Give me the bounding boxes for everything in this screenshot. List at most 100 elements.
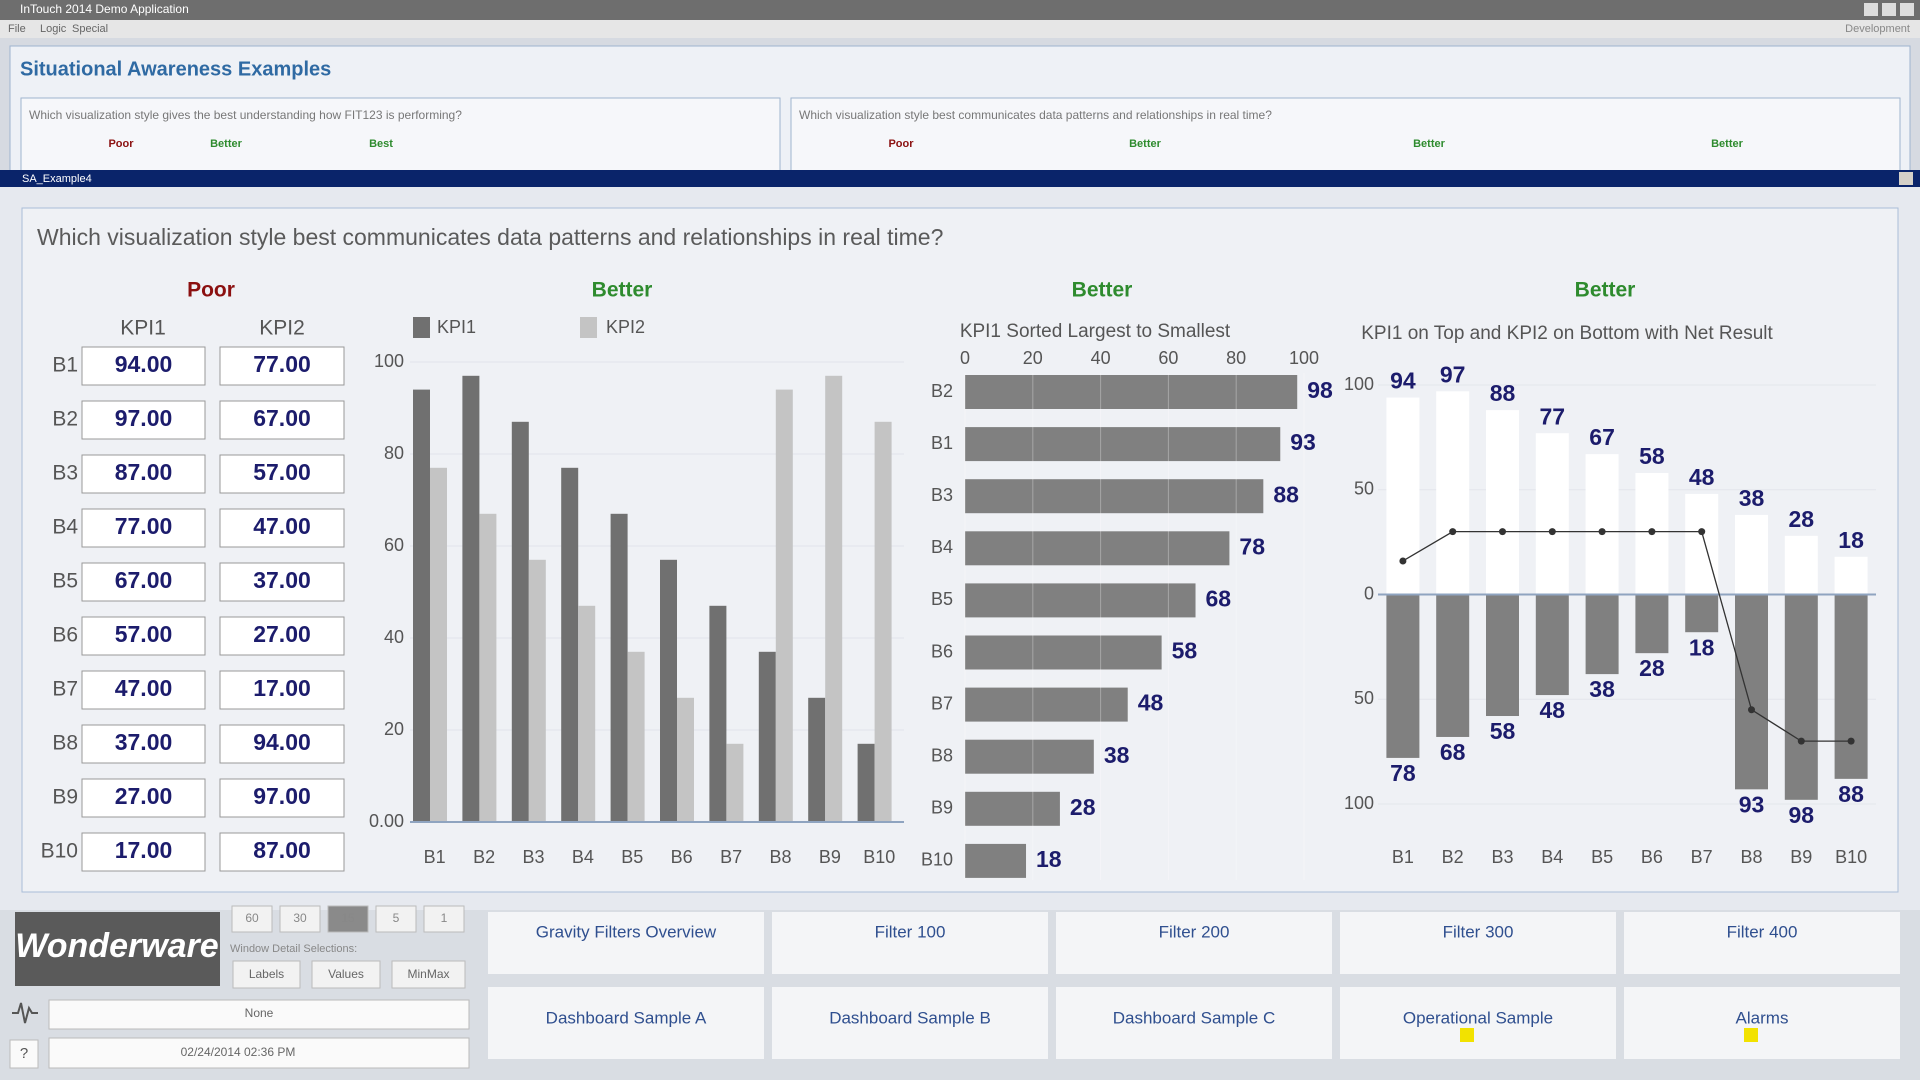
nav-button[interactable] [1624,912,1900,974]
bar [511,421,529,822]
period-button[interactable] [279,905,321,933]
chart-title: KPI1 Sorted Largest to Smallest [960,321,1231,342]
nav-label[interactable]: Alarms [1736,1008,1789,1027]
bar [808,697,826,822]
value-label: 18 [1036,846,1062,872]
alarm-indicator [1460,1028,1474,1042]
bottom-bar [1386,594,1420,758]
nav-button[interactable] [488,987,764,1059]
x-tick-label: 20 [1023,348,1043,368]
net-line [1402,531,1852,742]
bar [660,559,677,822]
nav-button[interactable] [772,987,1048,1059]
x-tick-label: B4 [572,847,594,867]
wave-icon [12,1002,38,1024]
x-tick-label: B3 [1491,847,1513,867]
y-tick-label: 50 [1354,688,1374,708]
detail-label: Window Detail Selections: [230,943,357,955]
nav-label[interactable]: Filter 100 [875,922,946,941]
cell-value: 17.00 [253,675,311,701]
row-label: B5 [52,570,78,593]
y-tick-label: 0 [1364,583,1374,603]
period-button[interactable] [375,905,417,933]
cell-value: 57.00 [115,621,173,647]
x-tick-label: B1 [424,847,446,867]
nav-button[interactable] [1624,987,1900,1059]
left-question: Which visualization style gives the best… [29,108,462,122]
menu-item[interactable]: File [8,23,26,35]
detail-button-label[interactable]: Values [328,967,364,981]
menu-item[interactable]: Special [72,23,108,35]
nav-button[interactable] [772,912,1048,974]
bar [561,467,579,822]
nav-button[interactable] [1056,987,1332,1059]
period-label[interactable]: 60 [245,911,259,925]
nav-label[interactable]: Dashboard Sample C [1113,1008,1276,1027]
cell-value: 37.00 [253,567,311,593]
period-label[interactable]: 5 [393,911,400,925]
nav-label[interactable]: Gravity Filters Overview [536,922,717,941]
help-button[interactable] [9,1039,39,1069]
period-label[interactable]: 15 [341,911,355,925]
top-value-label: 77 [1540,403,1566,429]
cell-box [81,670,206,710]
minimize-button[interactable] [1864,3,1878,16]
bar [874,421,892,822]
close-button[interactable] [1900,3,1914,16]
help[interactable]: ? [20,1045,28,1062]
y-tick-label: 60 [384,535,404,555]
cell-box [219,832,345,872]
cell-box [81,400,206,440]
nav-label[interactable]: Filter 200 [1159,922,1230,941]
nav-label[interactable]: Filter 400 [1727,922,1798,941]
period-button[interactable] [327,905,369,933]
detail-button[interactable] [391,960,466,989]
row-label: B6 [52,624,78,647]
detail-button[interactable] [311,960,381,989]
top-bar [1585,454,1619,595]
bottom-bar [1585,594,1619,675]
column-header: KPI1 [120,317,166,340]
period-button[interactable] [231,905,273,933]
nav-label[interactable]: Dashboard Sample A [546,1008,707,1027]
nav-button[interactable] [1056,912,1332,974]
top-value-label: 97 [1440,361,1466,387]
x-tick-label: B1 [1392,847,1414,867]
value-label: 88 [1273,481,1299,507]
y-tick-label: B7 [931,693,953,713]
detail-button[interactable] [232,960,301,989]
nav-button[interactable] [1340,987,1616,1059]
nav-label[interactable]: Operational Sample [1403,1008,1553,1027]
detail-button-label[interactable]: Labels [249,967,284,981]
bottom-bar [1436,594,1470,737]
nav-button[interactable] [488,912,764,974]
restore-button[interactable] [1882,3,1896,16]
cell-box [219,400,345,440]
bottom-bar [1834,594,1868,779]
period-label[interactable]: 30 [293,911,307,925]
detail-button-label[interactable]: MinMax [407,967,449,981]
top-value-label: 38 [1739,485,1765,511]
y-tick-label: B8 [931,745,953,765]
cell-box [81,508,206,548]
bar [677,697,694,822]
period-label[interactable]: 1 [441,911,448,925]
nav-button[interactable] [1340,912,1616,974]
right-subpanel [790,97,1901,179]
chart-label: Better [1072,279,1133,302]
nav-label[interactable]: Filter 300 [1443,922,1514,941]
bar [578,605,596,822]
row-label: B3 [52,462,78,485]
period-button[interactable] [423,905,465,933]
y-tick-label: B1 [931,433,953,453]
net-point [1748,706,1755,714]
menu-item[interactable]: Logic [40,23,67,35]
bottom-value-label: 88 [1838,781,1864,807]
window-title: SA_Example4 [22,173,92,185]
top-value-label: 28 [1789,506,1815,532]
cell-value: 94.00 [115,351,173,377]
top-bar [1535,433,1569,595]
window-close[interactable] [1899,172,1913,185]
nav-label[interactable]: Dashboard Sample B [829,1008,991,1027]
